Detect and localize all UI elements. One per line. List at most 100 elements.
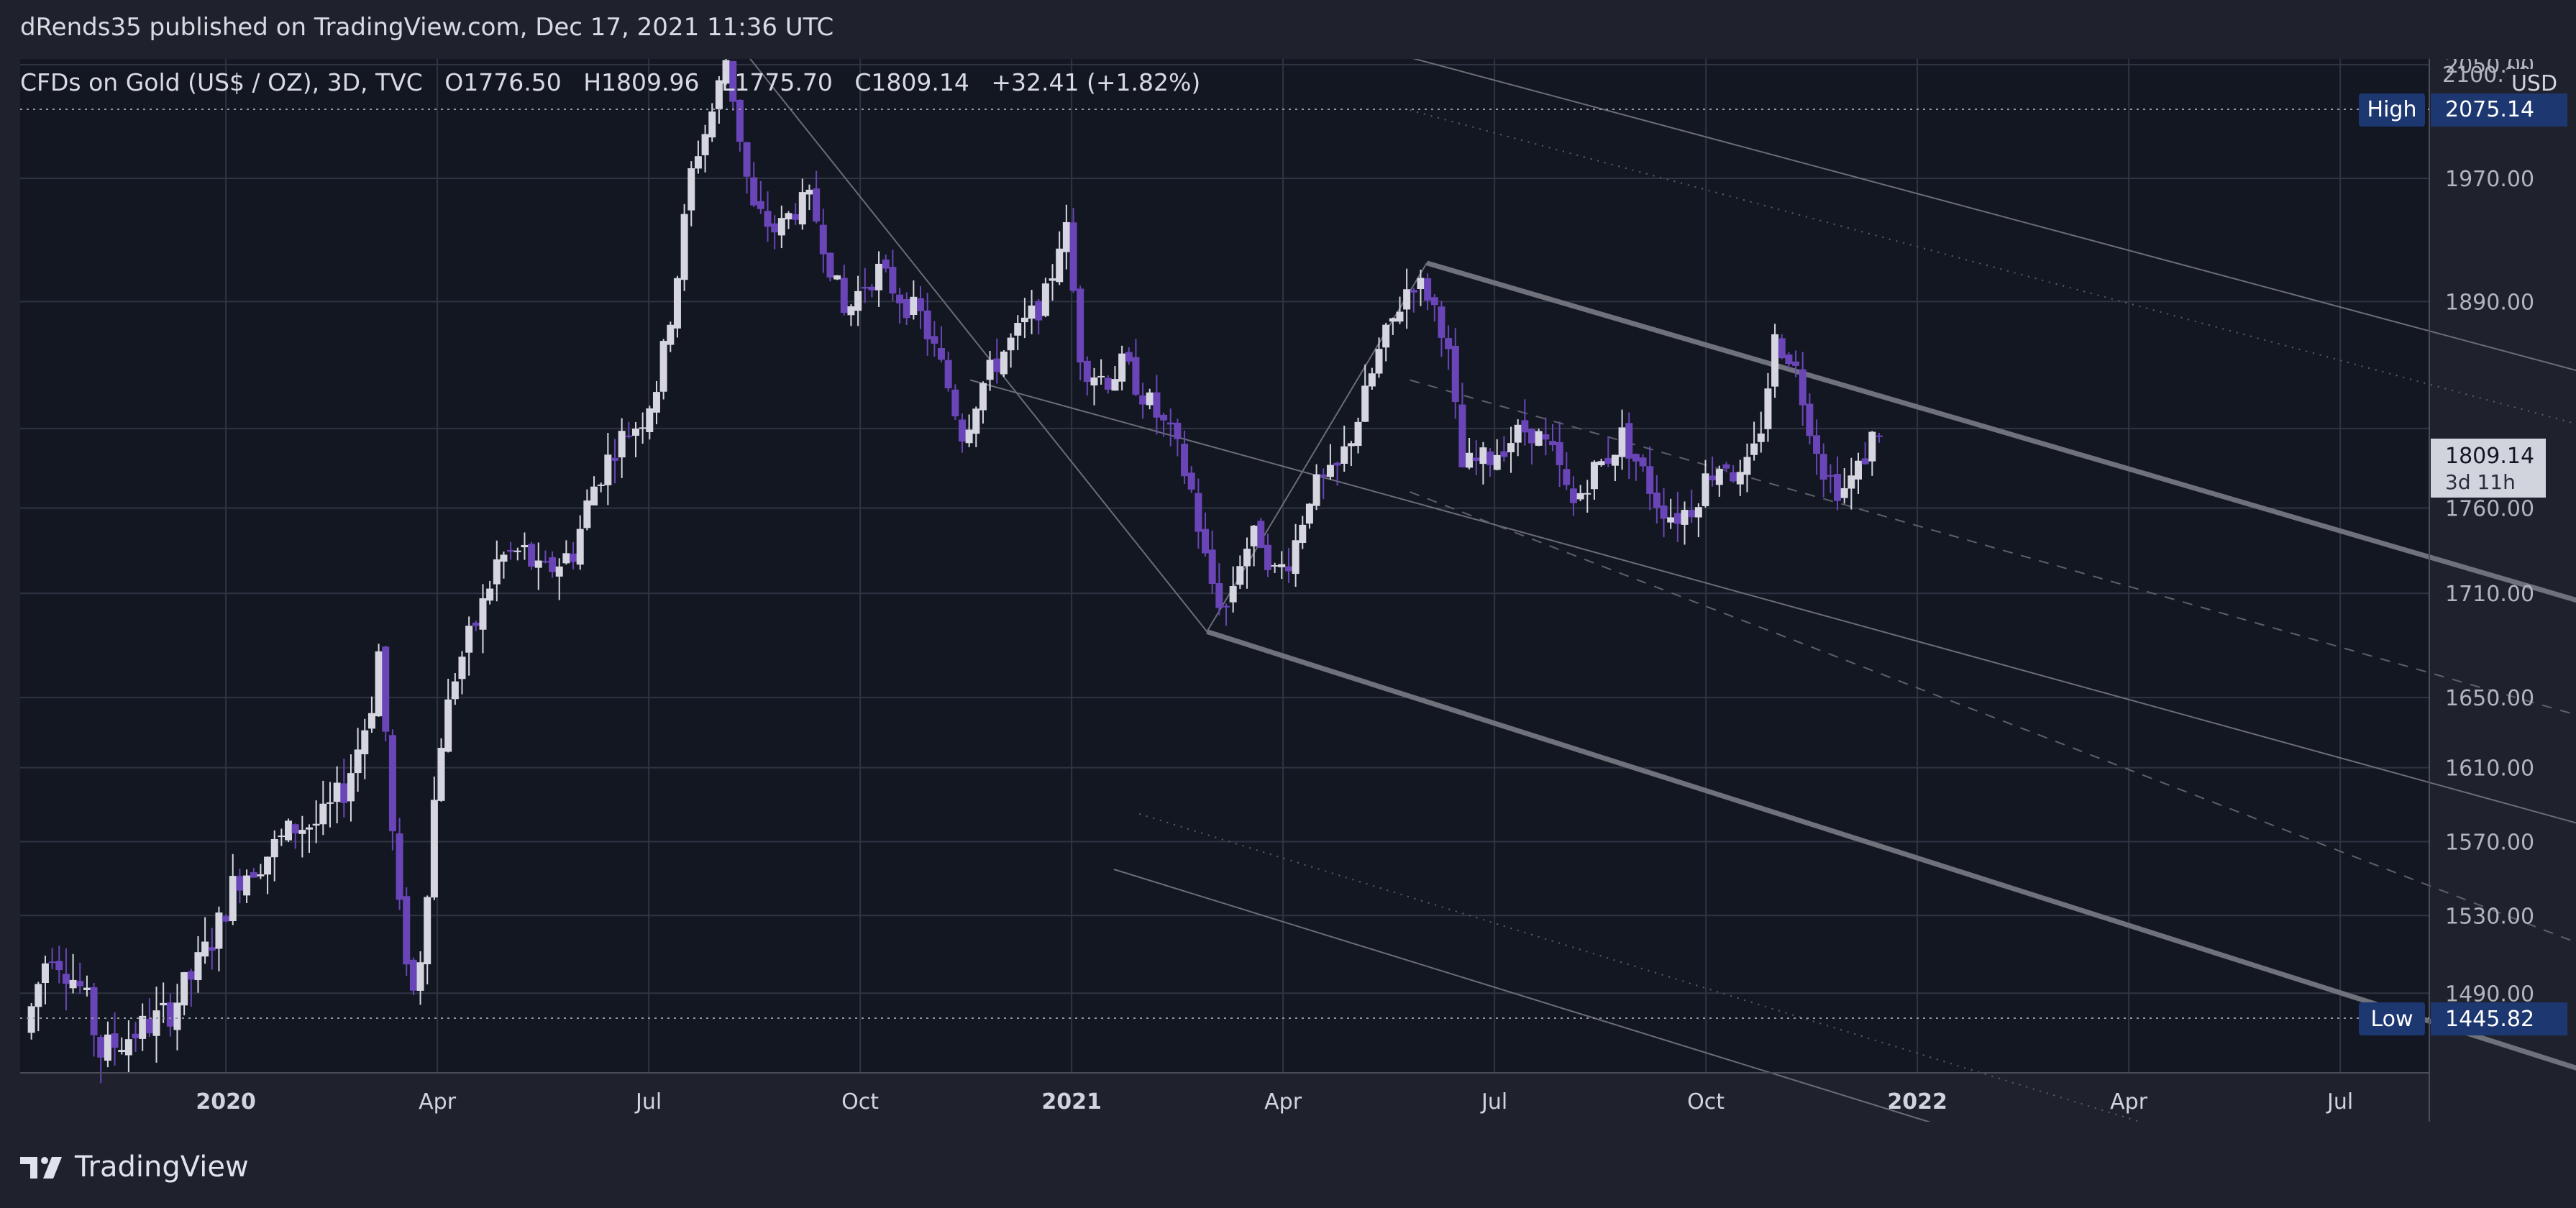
currency-box[interactable] <box>2506 69 2563 98</box>
candle-body <box>1445 338 1453 349</box>
price-chart[interactable]: 2050.001970.001890.001760.001710.001650.… <box>20 37 2576 1132</box>
brand[interactable]: TradingView <box>20 1150 249 1184</box>
candle-body <box>1250 526 1258 546</box>
candle-body <box>1056 248 1064 283</box>
chart-container[interactable]: 2050.00 1970.00 1890.00 1760.00 1710.00 1650.… <box>20 37 2576 1132</box>
candle-body <box>1347 443 1355 447</box>
candle-body <box>583 500 591 528</box>
candle-body <box>1215 583 1223 608</box>
candle-body <box>528 544 536 567</box>
candle-body <box>798 192 806 225</box>
candle-body <box>132 1033 140 1038</box>
candle-body <box>1715 469 1723 485</box>
candle-body <box>958 419 966 442</box>
candle-body <box>1284 566 1292 572</box>
candle-body <box>833 275 841 280</box>
time-tick-label: Oct <box>841 1089 879 1115</box>
candle-body <box>1514 424 1522 443</box>
candle-body <box>1730 472 1737 482</box>
candle-body <box>1174 422 1182 439</box>
candle-body <box>1333 462 1341 466</box>
candle-body <box>493 559 501 585</box>
candle-body <box>604 454 612 485</box>
candle-body <box>319 803 327 825</box>
candle-body <box>1861 458 1869 465</box>
candle-body <box>1451 345 1459 403</box>
candle-body <box>576 528 584 565</box>
candle-body <box>215 912 223 949</box>
low-value-box <box>2431 1002 2567 1035</box>
candle-body <box>917 298 925 311</box>
candle-body <box>409 959 417 991</box>
time-tick-label: Apr <box>419 1089 457 1115</box>
candle-body <box>1500 451 1508 457</box>
candle-body <box>1264 544 1271 570</box>
candle-body <box>931 336 938 344</box>
candle-body <box>97 1037 105 1058</box>
candle-body <box>1646 466 1654 494</box>
candle-body <box>118 1050 126 1052</box>
candle-body <box>1049 278 1056 281</box>
candle-body <box>1368 373 1376 387</box>
candle-body <box>76 981 84 987</box>
candle-body <box>972 408 980 434</box>
candle-body <box>944 360 952 389</box>
candle-body <box>111 1033 119 1048</box>
candle-body <box>590 486 598 505</box>
candle-body <box>1639 457 1647 467</box>
low-value: 1445.82 <box>2445 1007 2534 1032</box>
trend-line-mid-dashed-1 <box>1410 379 2576 716</box>
candle-body <box>1083 360 1091 383</box>
candle-body <box>1694 507 1702 518</box>
candle-body <box>1569 488 1577 503</box>
time-tick-label: Apr <box>1264 1089 1302 1115</box>
time-tick-label: 2022 <box>1887 1089 1947 1115</box>
candle-body <box>1028 305 1036 319</box>
price-tick-label: 1570.00 <box>2445 830 2534 855</box>
candle-body <box>250 872 257 878</box>
candle-body <box>430 800 438 898</box>
candle-body <box>937 347 945 360</box>
candle-body <box>618 431 626 458</box>
candle-body <box>1548 441 1556 446</box>
candle-body <box>1611 454 1619 466</box>
candle-body <box>534 560 542 568</box>
candle-body <box>868 286 876 290</box>
candle-body <box>639 427 647 429</box>
candle-body <box>1681 510 1689 525</box>
candle-body <box>403 896 411 965</box>
candle-body <box>1000 351 1008 375</box>
publish-info: dRends35 published on TradingView.com, D… <box>20 13 834 42</box>
candle-body <box>965 429 973 444</box>
candle-body <box>1111 379 1119 391</box>
candle-body <box>1854 460 1862 480</box>
candle-body <box>340 783 348 803</box>
candle-body <box>701 134 709 155</box>
candle-body <box>652 392 660 413</box>
legend-low: L1775.70 <box>721 68 833 96</box>
candle-body <box>507 549 515 552</box>
candle-body <box>854 290 862 311</box>
candle-body <box>1187 472 1195 490</box>
candle-body <box>1743 457 1751 475</box>
candle-body <box>1243 549 1251 567</box>
candle-body <box>1764 388 1772 429</box>
candle-body <box>1236 566 1244 585</box>
candle-body <box>1007 337 1015 351</box>
trend-line-lower-outer <box>1113 869 1960 1132</box>
high-value-box <box>2431 93 2567 127</box>
candle-body <box>1507 443 1515 452</box>
high-badge <box>2359 93 2425 127</box>
candle-body <box>597 484 605 486</box>
candle-body <box>1486 451 1494 465</box>
trend-line-mid-dashed-2 <box>1410 491 2576 943</box>
footer-bar <box>0 1122 2576 1208</box>
candle-body <box>222 916 230 922</box>
candle-body <box>1702 473 1709 506</box>
candle-body <box>1035 301 1043 321</box>
trend-line-upper-outer-dotted <box>1410 109 2576 425</box>
candle-body <box>785 213 793 220</box>
candle-body <box>1667 517 1675 523</box>
candle-body <box>1417 278 1425 290</box>
candle-body <box>1722 464 1730 469</box>
